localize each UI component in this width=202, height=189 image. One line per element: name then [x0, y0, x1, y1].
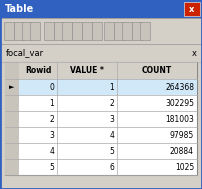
- Bar: [132, 22, 142, 40]
- Text: 264368: 264368: [165, 83, 194, 91]
- Text: VALUE *: VALUE *: [70, 66, 104, 75]
- Bar: [62, 22, 72, 40]
- Text: 2: 2: [49, 115, 54, 123]
- Bar: [44, 22, 54, 40]
- Bar: [114, 22, 124, 40]
- Text: 5: 5: [49, 163, 54, 171]
- Bar: [4, 22, 14, 40]
- Bar: [184, 2, 200, 16]
- Text: 3: 3: [109, 115, 114, 123]
- Bar: [0, 18, 202, 44]
- Text: 4: 4: [109, 130, 114, 139]
- Bar: [104, 22, 114, 40]
- Text: 3: 3: [49, 130, 54, 139]
- Text: 5: 5: [109, 146, 114, 156]
- Text: Table: Table: [5, 4, 34, 14]
- Bar: [0, 44, 202, 62]
- Text: x: x: [189, 5, 195, 13]
- Text: 181003: 181003: [165, 115, 194, 123]
- Text: 97985: 97985: [170, 130, 194, 139]
- Text: Rowid: Rowid: [25, 66, 51, 75]
- Bar: [5, 62, 197, 175]
- Bar: [22, 22, 32, 40]
- Text: 2: 2: [109, 98, 114, 108]
- Bar: [54, 22, 64, 40]
- Bar: [0, 0, 202, 18]
- Text: x: x: [192, 49, 197, 57]
- Text: 1025: 1025: [175, 163, 194, 171]
- Text: 4: 4: [49, 146, 54, 156]
- Text: 0: 0: [49, 83, 54, 91]
- Bar: [5, 62, 197, 79]
- Bar: [122, 22, 132, 40]
- Text: ►: ►: [9, 84, 15, 90]
- Text: 1: 1: [49, 98, 54, 108]
- Bar: [14, 22, 24, 40]
- Bar: [19, 79, 197, 95]
- Bar: [82, 22, 92, 40]
- Text: 1: 1: [109, 83, 114, 91]
- Text: 302295: 302295: [165, 98, 194, 108]
- Bar: [30, 22, 40, 40]
- Text: focal_var: focal_var: [6, 49, 44, 57]
- Bar: [140, 22, 150, 40]
- Text: 20884: 20884: [170, 146, 194, 156]
- Text: COUNT: COUNT: [142, 66, 172, 75]
- Bar: [5, 62, 19, 175]
- Text: 6: 6: [109, 163, 114, 171]
- Bar: [92, 22, 102, 40]
- Bar: [72, 22, 82, 40]
